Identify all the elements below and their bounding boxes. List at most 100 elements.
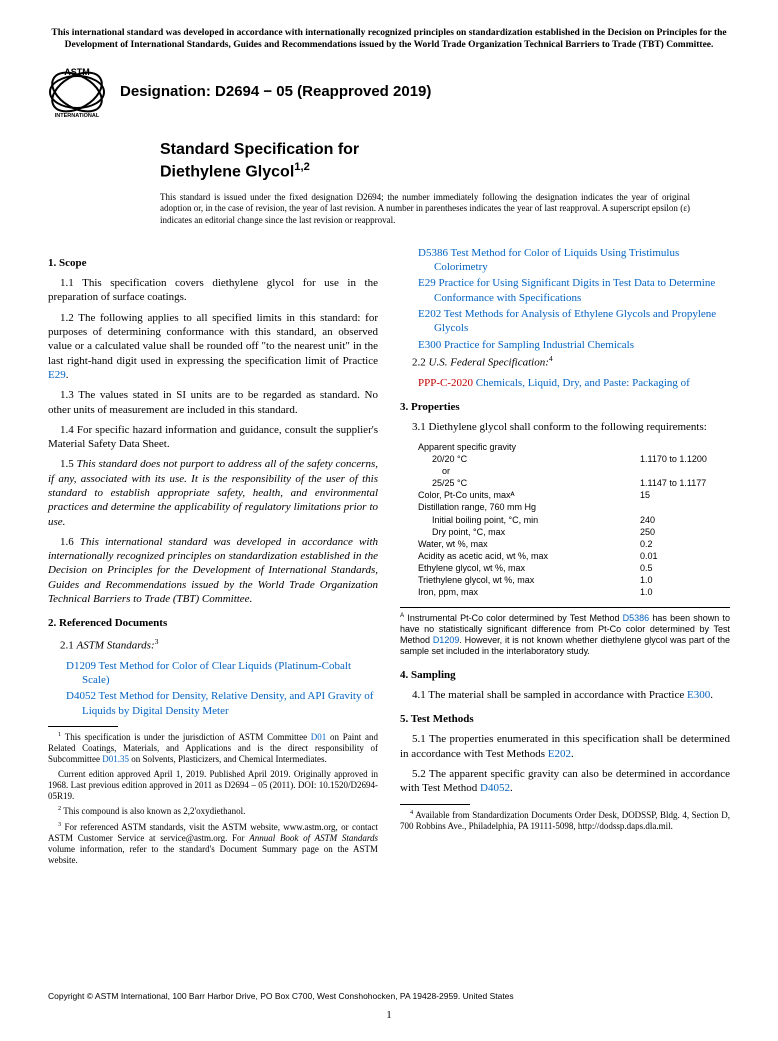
para-3-1: 3.1 Diethylene glycol shall conform to t… [400, 420, 730, 434]
link-d1209[interactable]: D1209 [66, 660, 96, 672]
link-e202[interactable]: E202 [418, 308, 441, 320]
designation: Designation: D2694 − 05 (Reapproved 2019… [120, 83, 431, 100]
table-row: Ethylene glycol, wt %, max0.5 [418, 562, 730, 574]
prop-label: or [418, 465, 640, 477]
section-5-head: 5. Test Methods [400, 712, 730, 726]
prop-label: 25/25 °C [418, 477, 640, 489]
copyright: Copyright © ASTM International, 100 Barr… [48, 991, 514, 1001]
header-row: ASTM INTERNATIONAL Designation: D2694 − … [48, 64, 730, 120]
link-d0135[interactable]: D01.35 [102, 754, 129, 764]
section-2-head: 2. Referenced Documents [48, 616, 378, 630]
prop-label: Triethylene glycol, wt %, max [418, 574, 640, 586]
prop-label: Dry point, °C, max [418, 526, 640, 538]
table-row: 25/25 °C1.1147 to 1.1177 [418, 477, 730, 489]
table-row: Triethylene glycol, wt %, max1.0 [418, 574, 730, 586]
link-e300[interactable]: E300 [418, 339, 441, 351]
page-number: 1 [0, 1009, 778, 1021]
footnote-rule-right [400, 804, 470, 805]
table-row: Distillation range, 760 mm Hg [418, 501, 730, 513]
prop-label: 20/20 °C [418, 453, 640, 465]
link-e300b[interactable]: E300 [687, 689, 710, 701]
body-columns: 1. Scope 1.1 This specification covers d… [48, 246, 730, 867]
prop-label: Apparent specific gravity [418, 441, 640, 453]
table-row: or [418, 465, 730, 477]
footnote-3: 3 For referenced ASTM standards, visit t… [48, 821, 378, 867]
prop-value: 1.0 [640, 574, 730, 586]
prop-value [640, 441, 730, 453]
section-3-head: 3. Properties [400, 400, 730, 414]
section-4-head: 4. Sampling [400, 668, 730, 682]
table-row: Apparent specific gravity [418, 441, 730, 453]
prop-label: Color, Pt-Co units, maxᴬ [418, 489, 640, 501]
footnote-2: 2 This compound is also known as 2,2'oxy… [48, 805, 378, 817]
prop-value: 0.5 [640, 562, 730, 574]
table-row: Color, Pt-Co units, maxᴬ15 [418, 489, 730, 501]
table-row: Iron, ppm, max1.0 [418, 586, 730, 598]
prop-value: 0.2 [640, 538, 730, 550]
prop-label: Distillation range, 760 mm Hg [418, 501, 640, 513]
designation-code: D2694 − 05 (Reapproved 2019) [215, 83, 431, 100]
prop-label: Water, wt %, max [418, 538, 640, 550]
ref-d5386: D5386 Test Method for Color of Liquids U… [400, 246, 730, 275]
designation-prefix: Designation: [120, 83, 215, 100]
para-2-1: 2.1 ASTM Standards:3 [48, 637, 378, 653]
logo-bottom-text: INTERNATIONAL [55, 113, 100, 119]
para-5-2: 5.2 The apparent specific gravity can al… [400, 767, 730, 796]
properties-table: Apparent specific gravity20/20 °C1.1170 … [418, 441, 730, 599]
prop-label: Ethylene glycol, wt %, max [418, 562, 640, 574]
link-d4052b[interactable]: D4052 [480, 782, 510, 794]
footnote-4: 4 Available from Standardization Documen… [400, 809, 730, 833]
ref-e29: E29 Practice for Using Significant Digit… [400, 276, 730, 305]
prop-value: 250 [640, 526, 730, 538]
table-note-block: A Instrumental Pt-Co color determined by… [400, 607, 730, 658]
para-5-1: 5.1 The properties enumerated in this sp… [400, 732, 730, 761]
para-4-1: 4.1 The material shall be sampled in acc… [400, 688, 730, 702]
prop-value [640, 501, 730, 513]
ref-d4052: D4052 Test Method for Density, Relative … [48, 689, 378, 718]
table-note-a: A Instrumental Pt-Co color determined by… [400, 612, 730, 658]
footnote-rule-left [48, 726, 118, 727]
para-1-5: 1.5 This standard does not purport to ad… [48, 457, 378, 528]
prop-value: 1.0 [640, 586, 730, 598]
para-1-1: 1.1 This specification covers diethylene… [48, 276, 378, 305]
table-row: Initial boiling point, °C, min240 [418, 514, 730, 526]
prop-label: Iron, ppm, max [418, 586, 640, 598]
title-sup: 1,2 [294, 161, 310, 173]
table-row: Dry point, °C, max250 [418, 526, 730, 538]
link-d01[interactable]: D01 [311, 732, 327, 742]
title-block: Standard Specification for Diethylene Gl… [160, 140, 730, 182]
ref-ppp: PPP-C-2020 Chemicals, Liquid, Dry, and P… [400, 376, 730, 390]
table-rule [400, 607, 730, 608]
prop-label: Acidity as acetic acid, wt %, max [418, 550, 640, 562]
table-row: Water, wt %, max0.2 [418, 538, 730, 550]
left-footnotes: 1 This specification is under the jurisd… [48, 726, 378, 867]
para-1-3: 1.3 The values stated in SI units are to… [48, 388, 378, 417]
table-row: 20/20 °C1.1170 to 1.1200 [418, 453, 730, 465]
prop-value: 15 [640, 489, 730, 501]
link-d4052[interactable]: D4052 [66, 690, 96, 702]
section-1-head: 1. Scope [48, 256, 378, 270]
logo-top-text: ASTM [64, 67, 90, 77]
page-title: Standard Specification for Diethylene Gl… [160, 140, 730, 182]
title-line2: Diethylene Glycol [160, 163, 294, 180]
link-e29b[interactable]: E29 [418, 277, 436, 289]
link-ppp[interactable]: PPP-C-2020 [418, 377, 473, 389]
ref-d1209: D1209 Test Method for Color of Clear Liq… [48, 659, 378, 688]
ref-e202: E202 Test Methods for Analysis of Ethyle… [400, 307, 730, 336]
link-d5386[interactable]: D5386 [418, 247, 448, 259]
para-2-2: 2.2 U.S. Federal Specification:4 [400, 354, 730, 370]
prop-value [640, 465, 730, 477]
footnote-1: 1 This specification is under the jurisd… [48, 731, 378, 766]
link-e202b[interactable]: E202 [548, 748, 571, 760]
para-1-4: 1.4 For specific hazard information and … [48, 423, 378, 452]
footnote-1b: Current edition approved April 1, 2019. … [48, 769, 378, 803]
right-footnotes: 4 Available from Standardization Documen… [400, 804, 730, 833]
para-1-2: 1.2 The following applies to all specifi… [48, 311, 378, 382]
table-row: Acidity as acetic acid, wt %, max0.01 [418, 550, 730, 562]
link-e29[interactable]: E29 [48, 369, 66, 381]
link-d1209b[interactable]: D1209 [433, 635, 460, 645]
issue-note: This standard is issued under the fixed … [160, 192, 690, 226]
link-d5386b[interactable]: D5386 [623, 613, 650, 623]
ref-e300: E300 Practice for Sampling Industrial Ch… [400, 338, 730, 352]
prop-value: 0.01 [640, 550, 730, 562]
